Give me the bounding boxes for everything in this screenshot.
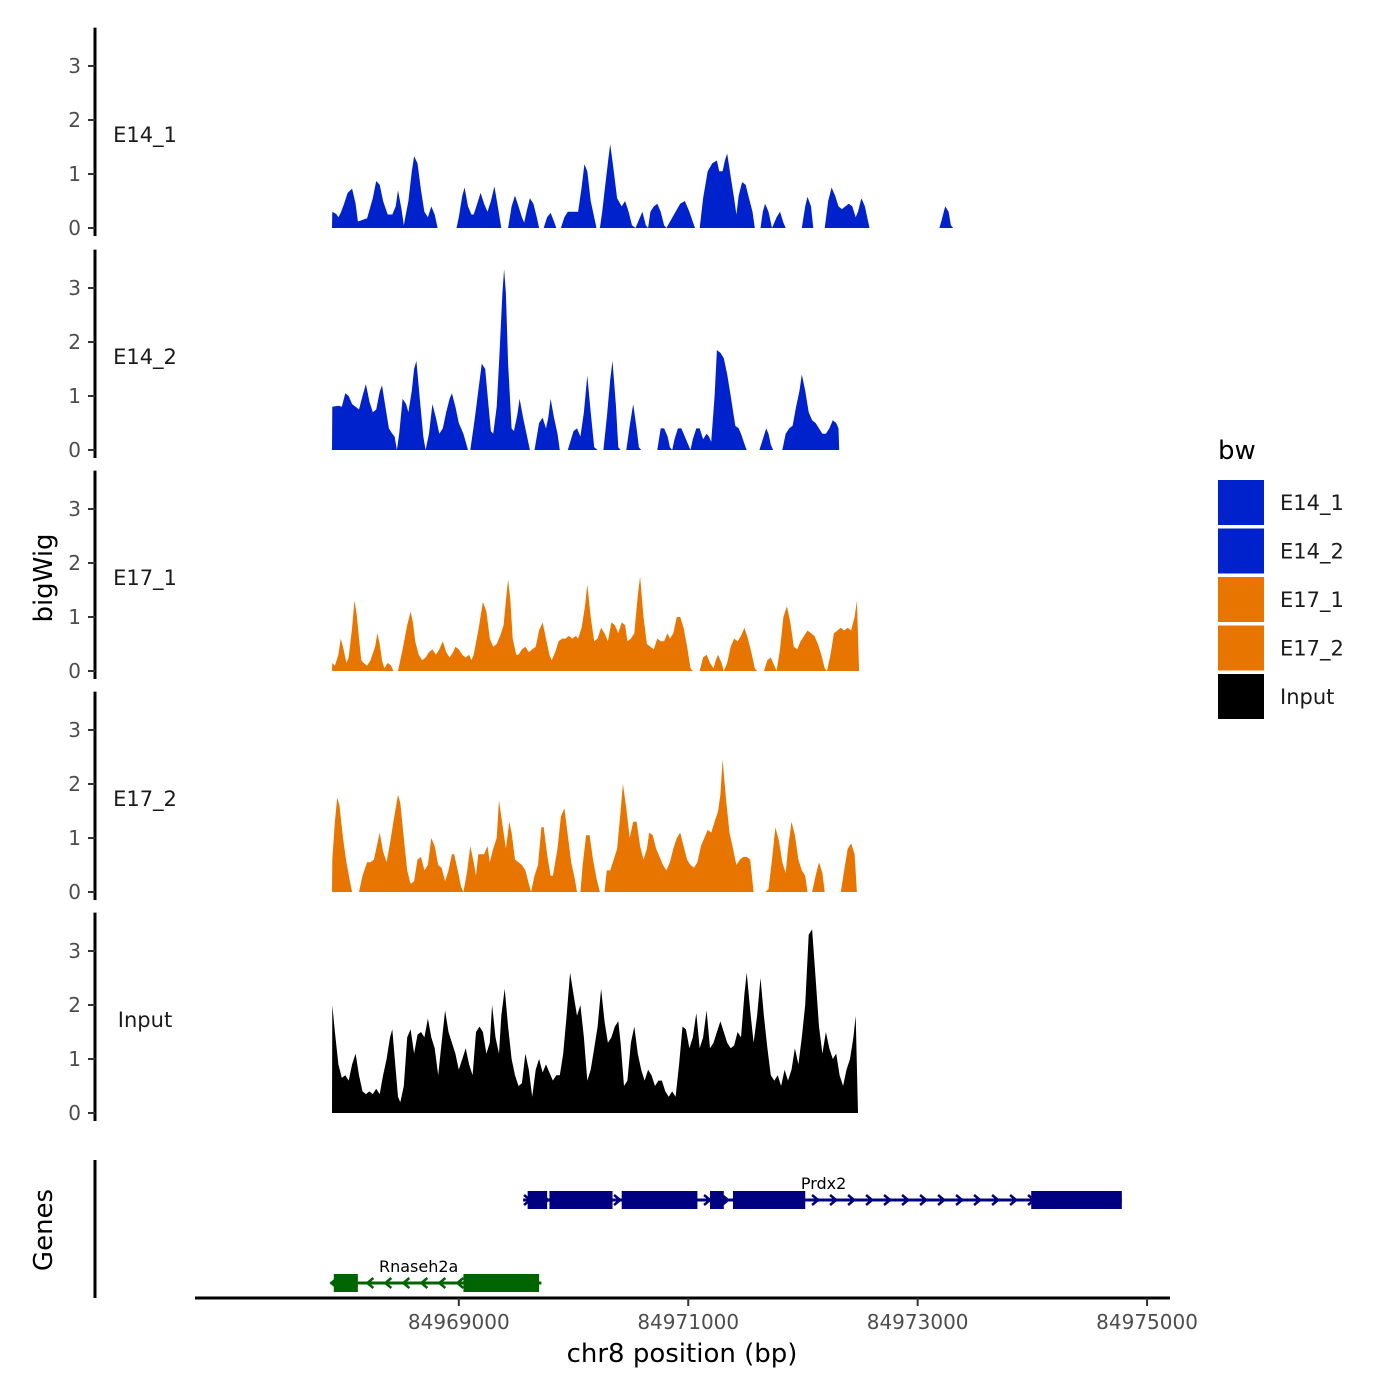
strand-arrow — [419, 1277, 429, 1289]
track-label: Input — [118, 1008, 172, 1032]
gene-label: Prdx2 — [801, 1174, 846, 1193]
x-tick-label: 84971000 — [637, 1310, 739, 1334]
x-tick-label: 84975000 — [1096, 1310, 1198, 1334]
strand-arrow — [847, 1194, 857, 1206]
track-e17-1: 0 1 2 3 E17_1 — [68, 470, 860, 683]
gene-exon — [732, 1191, 806, 1209]
y-tick-label: 1 — [68, 384, 81, 408]
y-tick-label: 0 — [68, 880, 81, 904]
gene-exon — [1031, 1191, 1122, 1209]
legend-item: E14_2 — [1218, 528, 1344, 574]
strand-arrow — [865, 1194, 875, 1206]
x-axis: 84969000 84971000 84973000 84975000 — [195, 1296, 1198, 1334]
tracks-layer: 0 1 2 3 E14_1 0 1 2 3 E14_2 0 1 2 3 E17_1 0 1 2 3 E17_2 0 1 2 3… — [68, 27, 954, 1125]
coverage-area — [332, 144, 954, 228]
legend: bw E14_1 E14_2 E17_1 E17_2 Input — [1218, 436, 1344, 719]
y-tick-label: 3 — [68, 497, 81, 521]
y-tick-label: 0 — [68, 216, 81, 240]
legend-swatch — [1218, 480, 1264, 525]
strand-arrow — [455, 1277, 465, 1289]
legend-label: E14_1 — [1280, 491, 1344, 516]
legend-label: Input — [1280, 685, 1334, 709]
gene-rnaseh2a: Rnaseh2a — [329, 1257, 542, 1292]
strand-arrow — [919, 1194, 929, 1206]
track-label: E14_1 — [113, 123, 177, 148]
y-tick-label: 1 — [68, 1047, 81, 1071]
gene-prdx2: Prdx2 — [523, 1174, 1122, 1209]
legend-swatch — [1218, 577, 1264, 622]
coverage-area — [332, 759, 857, 892]
y-tick-label: 3 — [68, 276, 81, 300]
gene-exon — [549, 1191, 613, 1209]
track-label: E17_1 — [113, 566, 177, 591]
track-input: 0 1 2 3 Input — [68, 912, 858, 1125]
strand-arrow — [721, 1194, 731, 1206]
gene-exon — [463, 1274, 540, 1292]
strand-arrow — [883, 1194, 893, 1206]
gene-exon — [333, 1274, 358, 1292]
track-label: E14_2 — [113, 345, 177, 370]
coverage-area — [332, 269, 840, 450]
strand-arrow — [365, 1277, 375, 1289]
coverage-area — [332, 929, 858, 1113]
legend-item: Input — [1218, 674, 1334, 719]
strand-arrow — [991, 1194, 1001, 1206]
legend-swatch — [1218, 528, 1264, 574]
strand-arrow — [955, 1194, 965, 1206]
y-tick-label: 1 — [68, 826, 81, 850]
strand-arrow — [937, 1194, 947, 1206]
gene-exon — [710, 1191, 724, 1209]
track-e14-1: 0 1 2 3 E14_1 — [68, 27, 954, 240]
y-tick-label: 0 — [68, 1101, 81, 1125]
strand-arrow — [901, 1194, 911, 1206]
y-tick-label: 2 — [68, 330, 81, 354]
legend-swatch — [1218, 674, 1264, 719]
y-tick-label: 2 — [68, 772, 81, 796]
gene-exon — [621, 1191, 698, 1209]
strand-arrow — [1009, 1194, 1019, 1206]
y-tick-label: 3 — [68, 54, 81, 78]
coverage-area — [332, 576, 860, 671]
gene-label: Rnaseh2a — [379, 1257, 458, 1276]
strand-arrow — [829, 1194, 839, 1206]
track-label: E17_2 — [113, 787, 177, 812]
legend-item: E14_1 — [1218, 480, 1344, 525]
strand-arrow — [383, 1277, 393, 1289]
strand-arrow — [973, 1194, 983, 1206]
y-tick-label: 3 — [68, 939, 81, 963]
y-tick-label: 1 — [68, 605, 81, 629]
strand-arrow — [437, 1277, 447, 1289]
legend-item: E17_1 — [1218, 577, 1344, 622]
x-tick-label: 84969000 — [408, 1310, 510, 1334]
y-tick-label: 2 — [68, 551, 81, 575]
genes-layer: Prdx2 Rnaseh2a — [93, 1160, 1122, 1298]
gene-exon — [527, 1191, 548, 1209]
y-tick-label: 1 — [68, 162, 81, 186]
legend-title: bw — [1218, 436, 1256, 466]
y-axis-title: bigWig — [29, 533, 59, 622]
genes-panel-title: Genes — [29, 1189, 59, 1271]
strand-arrow — [401, 1277, 411, 1289]
legend-label: E17_1 — [1280, 588, 1344, 613]
x-tick-label: 84973000 — [867, 1310, 969, 1334]
legend-label: E14_2 — [1280, 540, 1344, 565]
y-tick-label: 2 — [68, 993, 81, 1017]
y-tick-label: 2 — [68, 108, 81, 132]
y-tick-label: 0 — [68, 438, 81, 462]
track-e17-2: 0 1 2 3 E17_2 — [68, 691, 857, 904]
legend-swatch — [1218, 625, 1264, 671]
y-tick-label: 3 — [68, 718, 81, 742]
x-axis-title: chr8 position (bp) — [567, 1339, 798, 1369]
track-e14-2: 0 1 2 3 E14_2 — [68, 249, 840, 462]
legend-label: E17_2 — [1280, 637, 1344, 662]
strand-arrow — [613, 1194, 623, 1206]
strand-arrow — [811, 1194, 821, 1206]
y-tick-label: 0 — [68, 659, 81, 683]
legend-item: E17_2 — [1218, 625, 1344, 671]
